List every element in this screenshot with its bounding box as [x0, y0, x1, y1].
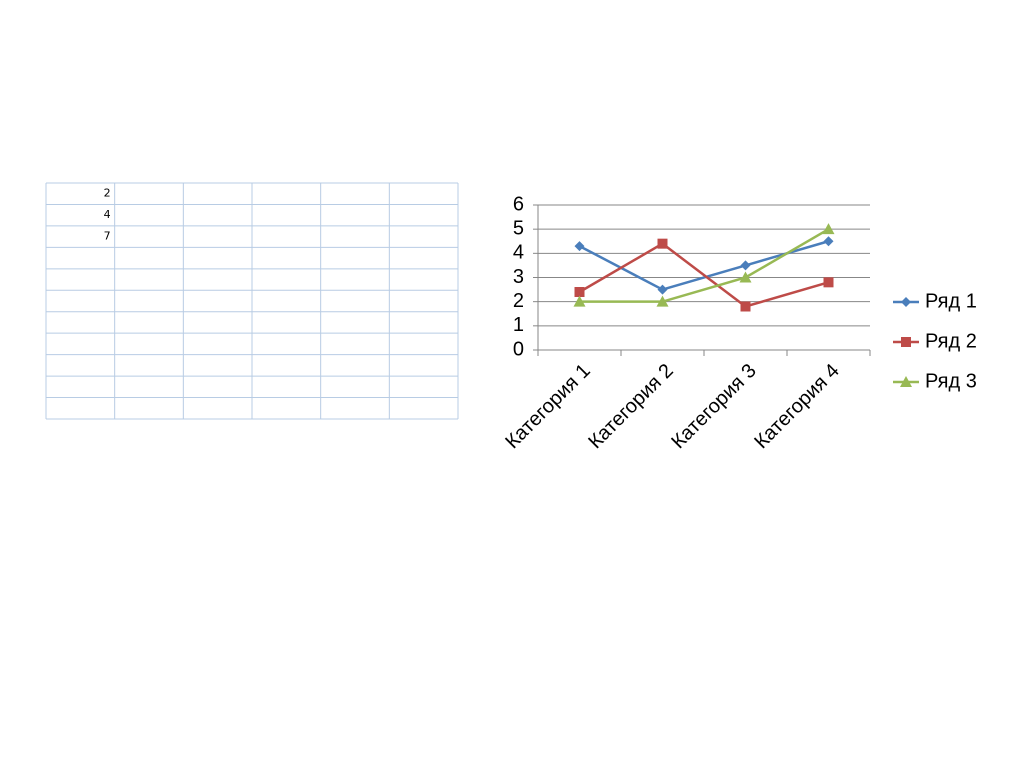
x-tick-label: Категория 3: [667, 360, 760, 453]
data-point: [822, 223, 835, 235]
legend-marker: [900, 376, 912, 387]
legend-label: Ряд 1: [925, 290, 977, 312]
data-point: [573, 295, 586, 307]
y-tick-label: 5: [513, 217, 524, 239]
table-cell: 4: [104, 208, 111, 221]
y-tick-label: 0: [513, 338, 524, 360]
data-point: [574, 241, 585, 252]
y-tick-label: 1: [513, 314, 524, 336]
data-point: [574, 287, 585, 297]
y-tick-label: 6: [513, 193, 524, 215]
y-tick-label: 2: [513, 290, 524, 312]
series-line: [578, 242, 829, 308]
series-line: [579, 228, 830, 303]
table-cell: 7: [104, 230, 111, 243]
legend-marker: [901, 297, 911, 307]
x-tick-label: Категория 2: [584, 360, 677, 453]
data-point: [739, 271, 752, 283]
x-tick-label: Категория 1: [501, 360, 594, 453]
series-line: [578, 240, 829, 291]
y-tick-label: 4: [513, 242, 524, 264]
data-point: [657, 284, 668, 295]
data-point: [823, 236, 834, 247]
table-cell: 2: [104, 187, 111, 200]
data-point: [740, 301, 751, 312]
legend-label: Ряд 2: [925, 330, 977, 352]
x-tick-label: Категория 4: [750, 360, 843, 453]
data-point: [740, 260, 751, 271]
legend-label: Ряд 3: [925, 370, 977, 392]
legend-marker: [901, 337, 911, 347]
y-tick-label: 3: [513, 266, 524, 288]
data-point: [656, 295, 669, 307]
data-point: [657, 238, 668, 249]
data-point: [823, 277, 834, 288]
